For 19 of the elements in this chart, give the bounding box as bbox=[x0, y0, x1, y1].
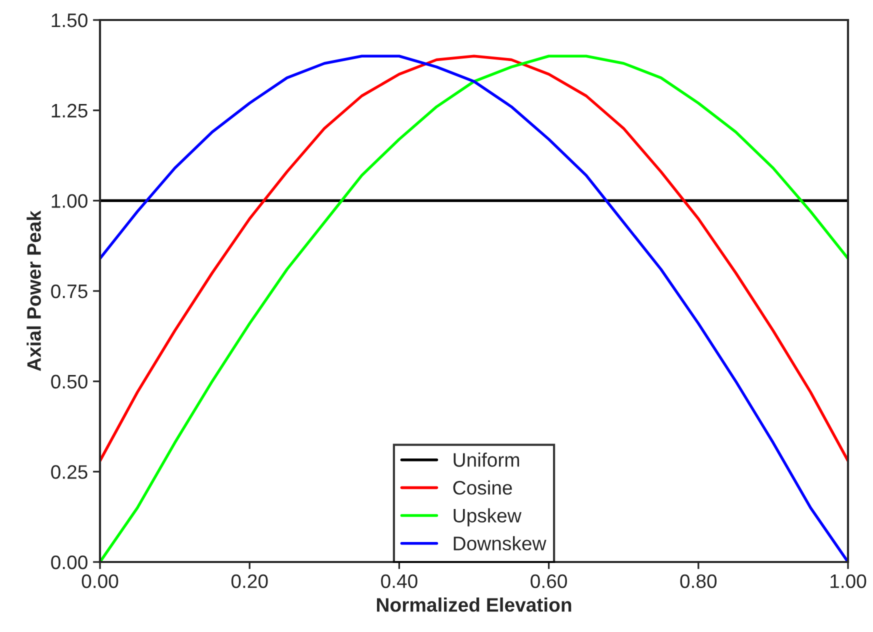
y-tick-label: 0.00 bbox=[51, 555, 88, 570]
y-tick-label: 1.50 bbox=[52, 13, 88, 28]
x-tick-label: 0.40 bbox=[381, 574, 418, 588]
x-tick-label: 0.20 bbox=[231, 574, 268, 588]
x-tick-label: 0.80 bbox=[680, 574, 717, 588]
y-tick-label: 1.25 bbox=[52, 104, 88, 118]
y-tick-label: 1.00 bbox=[52, 194, 88, 208]
legend-label: Upskew bbox=[454, 508, 522, 526]
x-tick-label: 1.00 bbox=[830, 574, 866, 588]
legend-label: Cosine bbox=[453, 480, 512, 495]
x-axis-title: Normalized Elevation bbox=[376, 597, 572, 612]
y-tick-label: 0.50 bbox=[51, 374, 88, 389]
x-tick-label: 0.60 bbox=[530, 574, 567, 588]
y-tick-label: 0.25 bbox=[51, 465, 88, 479]
y-tick-label: 0.75 bbox=[51, 284, 88, 298]
y-axis-title: Axial Power Peak bbox=[26, 210, 41, 372]
legend-label: Uniform bbox=[454, 452, 520, 467]
legend-label: Downskew bbox=[454, 536, 546, 550]
x-tick-label: 0.00 bbox=[82, 574, 118, 588]
